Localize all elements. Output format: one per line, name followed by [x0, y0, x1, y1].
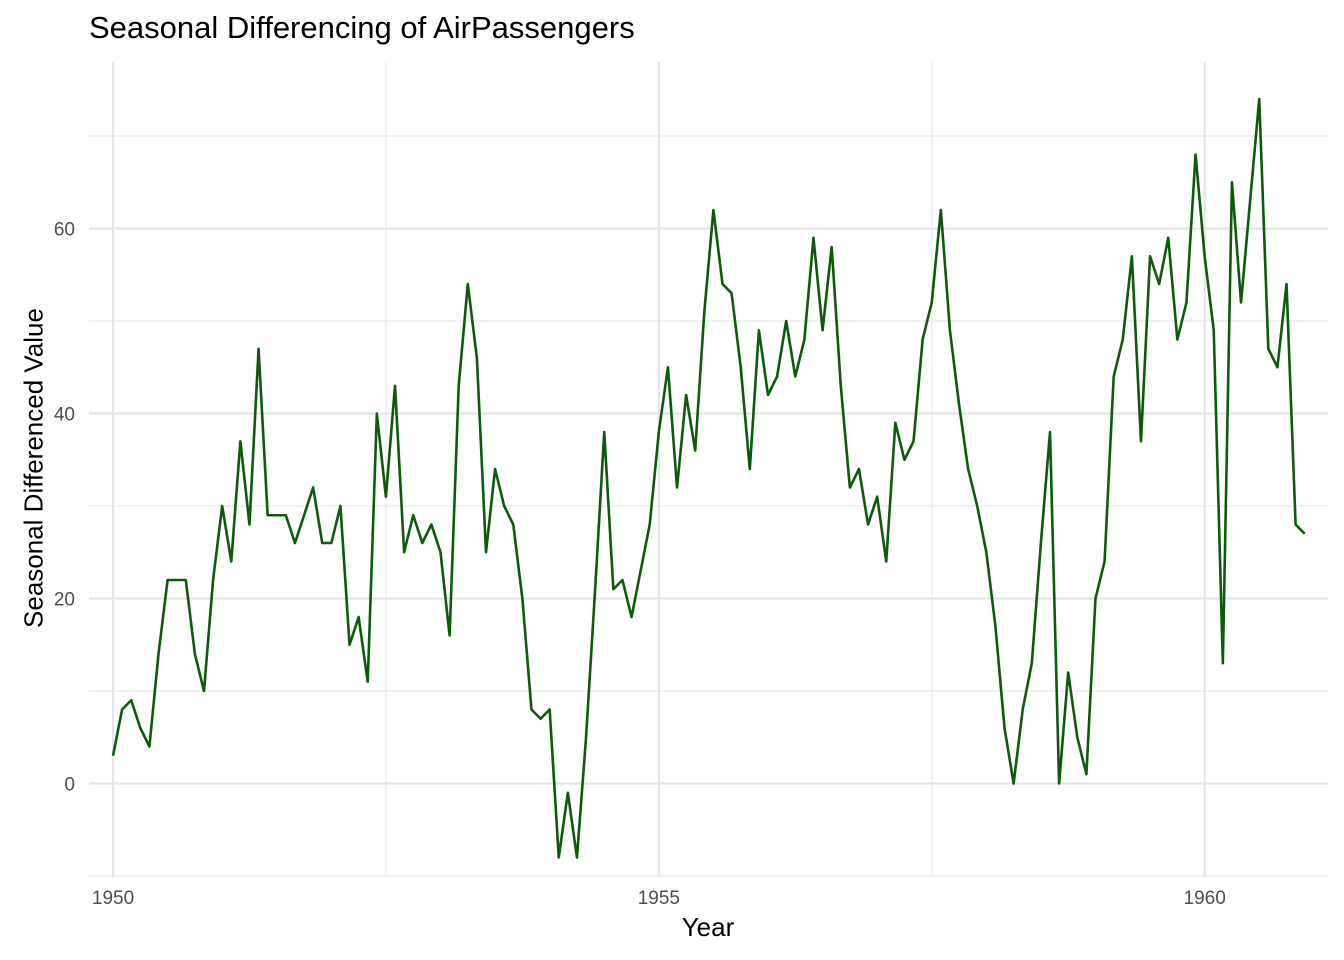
minor-gridlines	[89, 62, 1328, 877]
y-tick-label: 20	[54, 590, 75, 611]
data-points	[113, 99, 1305, 858]
x-tick-label: 1960	[1184, 888, 1226, 909]
y-tick-label: 60	[54, 220, 75, 241]
y-tick-label: 40	[54, 405, 75, 426]
y-tick-label: 0	[64, 775, 75, 796]
major-gridlines	[89, 62, 1328, 876]
x-tick-labels: 1950 1955 1960	[92, 888, 1226, 909]
chart-title: Seasonal Differencing of AirPassengers	[89, 10, 635, 45]
x-axis-label: Year	[681, 912, 735, 942]
y-tick-labels: 0 20 40 60	[54, 220, 75, 796]
x-tick-label: 1950	[92, 888, 134, 909]
x-tick-label: 1955	[638, 888, 680, 909]
series-line	[111, 97, 1306, 859]
